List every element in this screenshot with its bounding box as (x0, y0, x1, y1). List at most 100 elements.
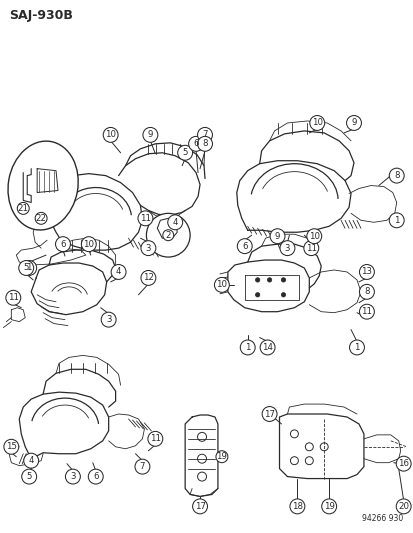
Circle shape (4, 439, 19, 454)
Text: 21: 21 (18, 204, 28, 213)
Text: 11: 11 (361, 307, 372, 316)
Circle shape (22, 261, 37, 276)
Circle shape (321, 499, 336, 514)
Text: 1: 1 (354, 343, 359, 352)
Text: 19: 19 (323, 502, 334, 511)
Text: 22: 22 (36, 214, 47, 223)
Circle shape (35, 212, 47, 224)
Circle shape (146, 213, 190, 257)
Text: 94266 930: 94266 930 (361, 514, 403, 523)
Text: 1: 1 (393, 216, 399, 225)
Text: 10: 10 (216, 280, 227, 289)
Circle shape (269, 229, 284, 244)
Text: 3: 3 (106, 315, 111, 324)
Text: 5: 5 (24, 263, 29, 272)
Circle shape (309, 116, 324, 131)
Text: 6: 6 (242, 241, 247, 251)
Text: 11: 11 (8, 293, 19, 302)
Text: 17: 17 (194, 502, 205, 511)
Circle shape (289, 499, 304, 514)
Circle shape (358, 285, 373, 299)
Text: 20: 20 (397, 502, 408, 511)
Circle shape (138, 211, 152, 226)
Text: 16: 16 (397, 459, 408, 468)
Circle shape (267, 278, 271, 282)
Circle shape (88, 469, 103, 484)
Circle shape (255, 293, 259, 297)
Circle shape (81, 237, 96, 252)
Text: 15: 15 (6, 442, 17, 451)
Circle shape (349, 340, 363, 355)
Text: 6: 6 (60, 240, 66, 249)
Text: 4: 4 (28, 456, 34, 465)
Circle shape (280, 293, 285, 297)
Circle shape (388, 213, 403, 228)
Text: 13: 13 (361, 268, 372, 277)
Text: SAJ-930B: SAJ-930B (9, 9, 73, 22)
Circle shape (24, 453, 38, 468)
Circle shape (111, 264, 126, 279)
Text: 11: 11 (150, 434, 161, 443)
Circle shape (279, 241, 294, 256)
Circle shape (22, 469, 37, 484)
Circle shape (237, 239, 252, 254)
Text: 9: 9 (147, 131, 153, 140)
Text: 11: 11 (305, 244, 316, 253)
Text: 9: 9 (274, 232, 280, 241)
Circle shape (188, 136, 203, 151)
Text: 3: 3 (70, 472, 76, 481)
Text: 3: 3 (284, 244, 290, 253)
Circle shape (17, 203, 29, 214)
Text: 8: 8 (202, 139, 207, 148)
Text: 11: 11 (140, 214, 151, 223)
Text: 9: 9 (351, 118, 356, 127)
Circle shape (177, 146, 192, 160)
Circle shape (240, 340, 254, 355)
Circle shape (140, 241, 155, 256)
Circle shape (103, 127, 118, 142)
Text: 4: 4 (116, 268, 121, 277)
Text: 3: 3 (145, 244, 151, 253)
Text: 18: 18 (291, 502, 302, 511)
Text: 6: 6 (93, 472, 98, 481)
Text: 1: 1 (244, 343, 250, 352)
Circle shape (197, 136, 212, 151)
Circle shape (65, 469, 80, 484)
Text: 2: 2 (165, 231, 171, 240)
Circle shape (395, 499, 410, 514)
Circle shape (214, 277, 229, 292)
Circle shape (306, 229, 321, 244)
Text: 17: 17 (263, 409, 274, 418)
Text: 10: 10 (83, 240, 94, 249)
Circle shape (280, 278, 285, 282)
Text: 10: 10 (105, 131, 116, 140)
Circle shape (358, 264, 373, 279)
Circle shape (19, 261, 33, 276)
Circle shape (255, 278, 259, 282)
Text: 5: 5 (26, 472, 32, 481)
Text: 19: 19 (216, 452, 227, 461)
Circle shape (388, 168, 403, 183)
Circle shape (101, 312, 116, 327)
Circle shape (167, 215, 182, 230)
Text: 8: 8 (393, 171, 399, 180)
Text: 6: 6 (193, 139, 198, 148)
Circle shape (55, 237, 70, 252)
Circle shape (6, 290, 21, 305)
Text: 7: 7 (139, 462, 145, 471)
Circle shape (147, 431, 162, 446)
Circle shape (346, 116, 361, 131)
Ellipse shape (8, 141, 78, 230)
Text: 8: 8 (363, 287, 369, 296)
Circle shape (303, 241, 318, 256)
Circle shape (162, 230, 173, 241)
Text: 5: 5 (182, 148, 188, 157)
Text: 10: 10 (308, 232, 319, 241)
Circle shape (142, 127, 157, 142)
Text: 4: 4 (172, 218, 178, 227)
Circle shape (259, 340, 274, 355)
Circle shape (135, 459, 150, 474)
Text: 1: 1 (26, 263, 32, 272)
Circle shape (140, 270, 155, 285)
Circle shape (358, 304, 373, 319)
